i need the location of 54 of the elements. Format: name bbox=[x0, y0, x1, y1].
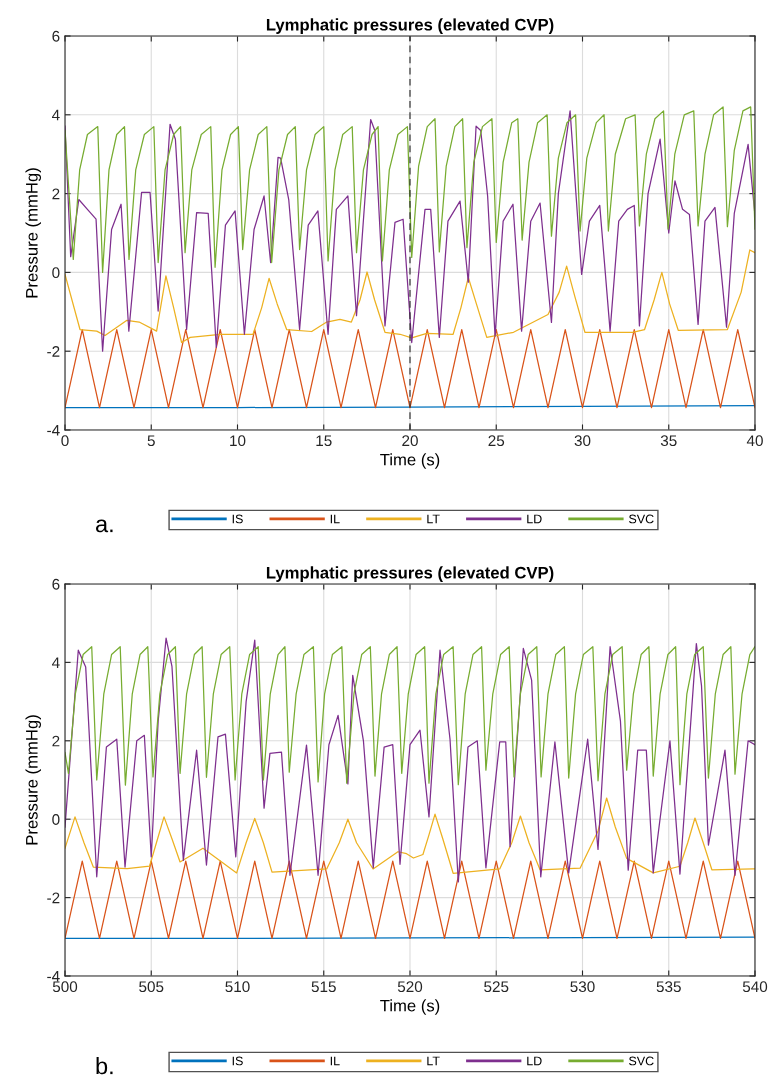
legend-label: LD bbox=[527, 514, 542, 524]
y-axis-title: Pressure (mmHg) bbox=[25, 168, 41, 298]
y-tick-label: -4 bbox=[47, 425, 60, 436]
text: b. bbox=[96, 1056, 113, 1075]
x-tick-label: 15 bbox=[316, 435, 332, 447]
x-tick-label: 0 bbox=[61, 435, 69, 447]
x-tick-label: 500 bbox=[52, 981, 78, 993]
x-tick-label: 5 bbox=[147, 435, 155, 447]
x-tick-label: 40 bbox=[746, 435, 763, 447]
x-tick-label: 535 bbox=[656, 981, 681, 993]
x-tick-label: 10 bbox=[230, 435, 246, 447]
x-tick-label: 25 bbox=[488, 435, 505, 447]
x-tick-label: 505 bbox=[139, 981, 164, 993]
line-series bbox=[65, 646, 755, 786]
x-tick-label: 525 bbox=[484, 981, 509, 993]
y-tick-label: 0 bbox=[52, 814, 60, 825]
line-series bbox=[65, 249, 755, 344]
chart-title: Lymphatic pressures (elevated CVP) bbox=[266, 18, 554, 34]
legend-label: IL bbox=[330, 1056, 340, 1066]
x-axis-title: Time (s) bbox=[380, 999, 440, 1015]
x-tick-label: 515 bbox=[311, 981, 336, 993]
y-tick-label: 0 bbox=[52, 267, 60, 279]
legend-label: SVC bbox=[629, 1056, 654, 1066]
legend-label: LT bbox=[427, 514, 440, 524]
x-tick-label: 35 bbox=[660, 435, 677, 447]
legend-label: LT bbox=[427, 1056, 440, 1066]
x-tick-label: 20 bbox=[402, 435, 418, 447]
x-tick-label: 30 bbox=[574, 435, 591, 447]
y-tick-label: 2 bbox=[52, 735, 60, 747]
chart-title: Lymphatic pressures (elevated CVP) bbox=[266, 566, 554, 582]
y-tick-label: 4 bbox=[51, 109, 60, 121]
y-axis-title: Pressure (mmHg) bbox=[25, 715, 41, 845]
x-tick-label: 530 bbox=[570, 981, 595, 993]
y-tick-label: 6 bbox=[52, 578, 60, 590]
text: a. bbox=[96, 519, 113, 533]
line-series bbox=[65, 637, 755, 883]
line-series bbox=[65, 797, 755, 874]
legend-label: SVC bbox=[629, 514, 654, 524]
legend-label: IL bbox=[330, 514, 340, 524]
legend-label: IS bbox=[232, 514, 243, 524]
x-tick-label: 540 bbox=[742, 981, 768, 993]
y-tick-label: 2 bbox=[52, 188, 60, 200]
x-tick-label: 520 bbox=[397, 981, 423, 993]
x-axis-title: Time (s) bbox=[380, 453, 440, 469]
y-tick-label: 4 bbox=[51, 657, 60, 668]
legend-label: IS bbox=[232, 1056, 243, 1066]
line-series bbox=[65, 106, 755, 274]
line-series bbox=[65, 110, 755, 352]
y-tick-label: -2 bbox=[47, 892, 60, 904]
x-tick-label: 510 bbox=[225, 981, 250, 993]
y-tick-label: -4 bbox=[47, 971, 60, 982]
legend-label: LD bbox=[527, 1056, 542, 1066]
y-tick-label: 6 bbox=[52, 30, 60, 42]
y-tick-label: -2 bbox=[47, 346, 60, 357]
